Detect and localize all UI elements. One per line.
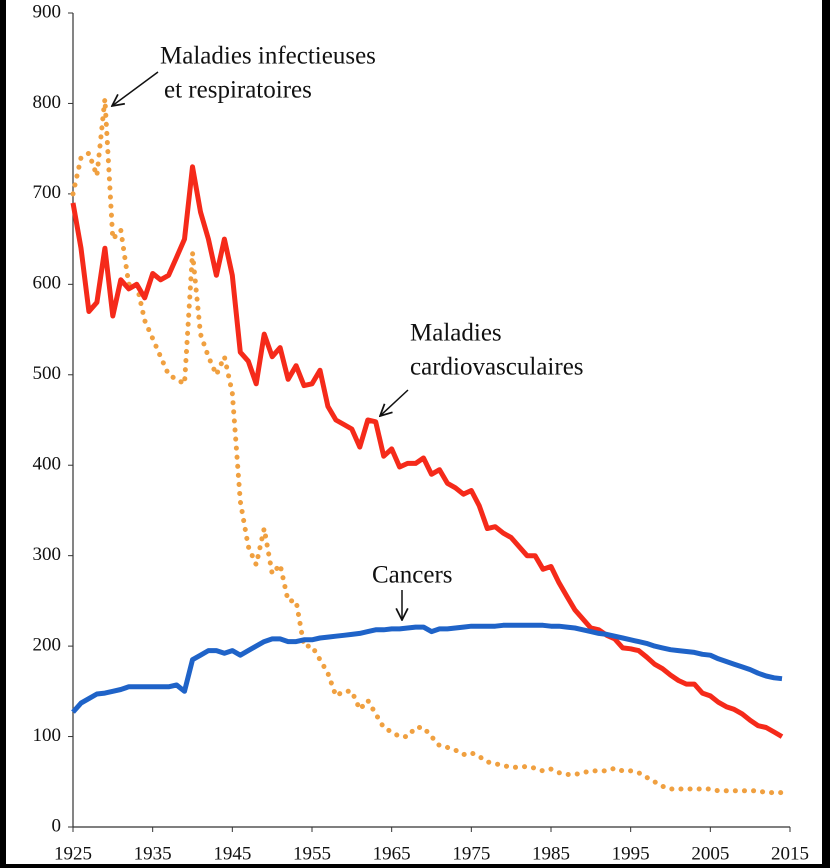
annotation-arrow	[112, 71, 159, 106]
series-line	[71, 622, 783, 714]
annotation-arrow	[380, 389, 409, 416]
x-tick-label: 1945	[213, 843, 251, 864]
x-tick-label: 2015	[771, 843, 809, 864]
x-tick-label: 1985	[532, 843, 570, 864]
y-tick-label: 0	[52, 815, 62, 836]
y-tick-label: 300	[33, 544, 62, 565]
y-tick-label: 900	[33, 1, 62, 22]
x-tick-label: 1955	[293, 843, 331, 864]
series-line	[70, 96, 785, 796]
x-tick-label: 1925	[54, 843, 92, 864]
series-annotation: et respiratoires	[164, 77, 312, 104]
y-tick-label: 100	[33, 725, 62, 746]
x-tick-label: 1995	[612, 843, 650, 864]
series-annotation: Cancers	[372, 562, 453, 589]
y-tick-label: 200	[33, 634, 62, 655]
x-tick-label: 1965	[373, 843, 411, 864]
y-tick-label: 400	[33, 454, 62, 475]
y-tick-label: 700	[33, 182, 62, 203]
y-tick-label: 800	[33, 92, 62, 113]
series-line	[70, 164, 784, 739]
x-tick-label: 1975	[452, 843, 490, 864]
x-tick-label: 1935	[134, 843, 172, 864]
x-tick-label: 2005	[691, 843, 729, 864]
plot-background	[6, 0, 822, 864]
series-annotation: Maladies	[410, 320, 502, 347]
series-annotation: cardiovasculaires	[410, 354, 584, 381]
y-tick-label: 500	[33, 363, 62, 384]
series-annotation: Maladies infectieuses	[160, 43, 376, 70]
y-tick-label: 600	[33, 273, 62, 294]
